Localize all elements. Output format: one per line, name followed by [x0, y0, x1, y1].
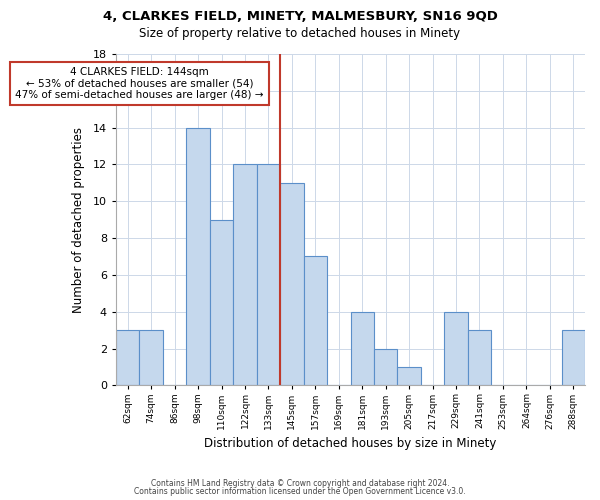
- Text: 4 CLARKES FIELD: 144sqm
← 53% of detached houses are smaller (54)
47% of semi-de: 4 CLARKES FIELD: 144sqm ← 53% of detache…: [15, 67, 264, 100]
- Bar: [397, 367, 421, 386]
- Bar: [280, 183, 304, 386]
- Bar: [233, 164, 257, 386]
- Bar: [187, 128, 210, 386]
- Bar: [257, 164, 280, 386]
- Text: Contains public sector information licensed under the Open Government Licence v3: Contains public sector information licen…: [134, 487, 466, 496]
- Bar: [210, 220, 233, 386]
- X-axis label: Distribution of detached houses by size in Minety: Distribution of detached houses by size …: [205, 437, 497, 450]
- Text: 4, CLARKES FIELD, MINETY, MALMESBURY, SN16 9QD: 4, CLARKES FIELD, MINETY, MALMESBURY, SN…: [103, 10, 497, 23]
- Bar: [445, 312, 468, 386]
- Bar: [350, 312, 374, 386]
- Bar: [304, 256, 327, 386]
- Bar: [562, 330, 585, 386]
- Y-axis label: Number of detached properties: Number of detached properties: [71, 126, 85, 312]
- Text: Size of property relative to detached houses in Minety: Size of property relative to detached ho…: [139, 28, 461, 40]
- Bar: [139, 330, 163, 386]
- Bar: [468, 330, 491, 386]
- Bar: [116, 330, 139, 386]
- Bar: [374, 348, 397, 386]
- Text: Contains HM Land Registry data © Crown copyright and database right 2024.: Contains HM Land Registry data © Crown c…: [151, 478, 449, 488]
